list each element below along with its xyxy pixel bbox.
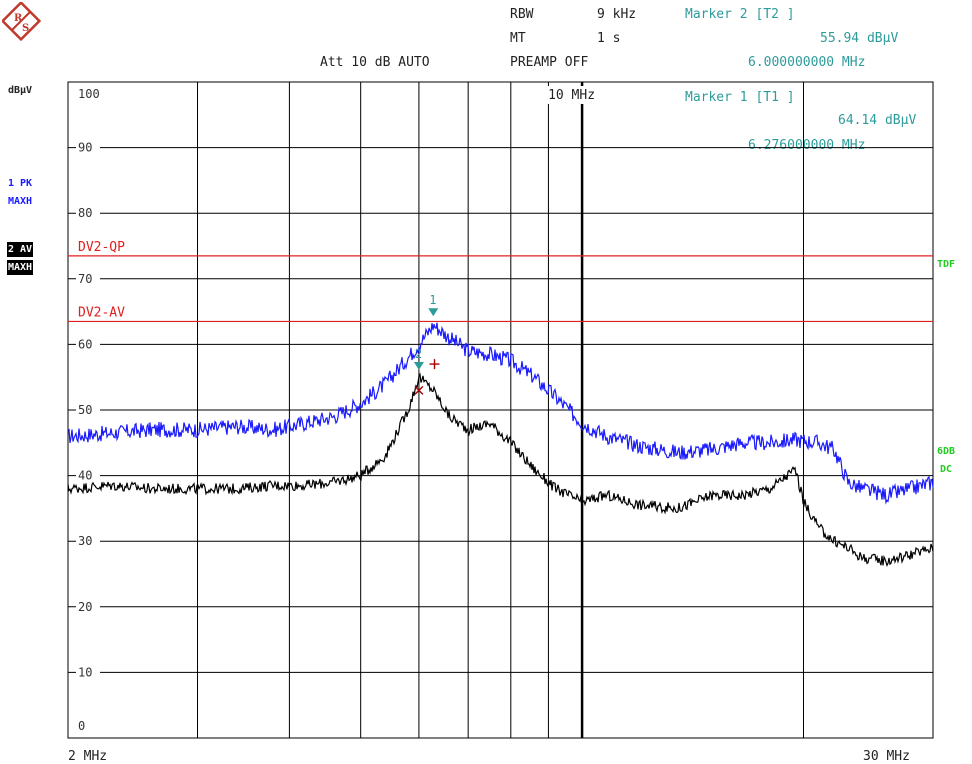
marker2-title: Marker 2 [T2 ] (685, 7, 795, 22)
x-mid-label: 10 MHz (548, 88, 595, 103)
mt-label: MT (510, 31, 526, 46)
y-tick-label: 70 (78, 272, 92, 286)
y-tick-label-bg (76, 534, 100, 549)
y-tick-label: 60 (78, 337, 92, 351)
trace2-av-line (67, 372, 934, 568)
y-tick-label: 100 (78, 87, 100, 101)
marker1-level: 64.14 dBµV (838, 113, 917, 128)
y-tick-label-bg (76, 403, 100, 417)
rbw-value: 9 kHz (597, 7, 637, 22)
y-tick-label: 10 (78, 665, 92, 679)
x-mid-label-bg (546, 86, 621, 104)
y-tick-label-bg (76, 665, 100, 680)
brand-logo: R S (2, 2, 42, 42)
trace1-id-label: 1 PK (8, 178, 33, 189)
y-tick-label: 0 (78, 719, 85, 733)
trace2-mode-label: MAXH (7, 260, 34, 275)
y-tick-label: 30 (78, 534, 92, 548)
plus-marker (429, 359, 440, 370)
marker-triangle-2 (413, 362, 424, 371)
marker-label-2: 2 (415, 347, 422, 361)
x-start-label: 2 MHz (68, 749, 108, 764)
rbw-label: RBW (510, 7, 534, 22)
6db-indicator: 6DB (937, 446, 956, 457)
y-tick-label-bg (76, 206, 100, 221)
delta-cross-marker (414, 385, 424, 395)
y-tick-label: 40 (78, 469, 92, 483)
trace1-pk-line (67, 322, 934, 505)
y-tick-label-bg (76, 599, 100, 614)
y-tick-label-bg (76, 271, 100, 286)
tdf-indicator: TDF (937, 259, 956, 270)
marker2-frequency: 6.000000000 MHz (748, 55, 866, 70)
marker1-frequency: 6.276000000 MHz (748, 138, 866, 153)
x-end-label: 30 MHz (863, 749, 910, 764)
trace2-id-label: 2 AV (7, 242, 34, 257)
y-tick-label-bg (76, 337, 100, 352)
mt-value: 1 s (597, 31, 621, 46)
y-unit-label: dBµV (8, 85, 33, 96)
marker-label-1: 1 (429, 293, 436, 307)
y-tick-label: 50 (78, 403, 92, 417)
y-tick-label: 80 (78, 206, 92, 220)
marker1-title: Marker 1 [T1 ] (685, 90, 795, 105)
marker2-level: 55.94 dBµV (820, 31, 899, 46)
y-tick-label-bg (76, 468, 100, 483)
svg-text:S: S (22, 23, 29, 34)
svg-text:R: R (14, 13, 23, 24)
marker-triangle-1 (428, 308, 439, 317)
dc-indicator: DC (940, 464, 953, 475)
y-tick-label-bg (76, 140, 100, 155)
y-tick-label: 20 (78, 600, 92, 614)
y-tick-label: 90 (78, 141, 92, 155)
attenuation-readout: Att 10 dB AUTO (320, 55, 430, 70)
trace1-mode-label: MAXH (8, 196, 33, 207)
preamp-readout: PREAMP OFF (510, 55, 589, 70)
limit-line-label: DV2-AV (78, 305, 125, 320)
limit-line-label: DV2-QP (78, 240, 125, 255)
